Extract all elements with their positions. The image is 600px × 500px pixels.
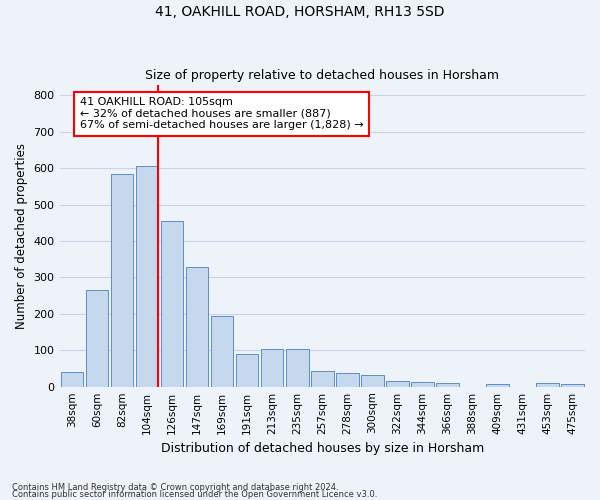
Bar: [486, 384, 509, 386]
Bar: [261, 349, 283, 387]
Bar: [436, 383, 458, 386]
Bar: [86, 290, 109, 386]
Bar: [336, 373, 359, 386]
Bar: [386, 381, 409, 386]
Bar: [536, 383, 559, 386]
Bar: [161, 221, 184, 386]
Bar: [61, 372, 83, 386]
Text: 41 OAKHILL ROAD: 105sqm
← 32% of detached houses are smaller (887)
67% of semi-d: 41 OAKHILL ROAD: 105sqm ← 32% of detache…: [80, 98, 363, 130]
Bar: [186, 266, 208, 386]
X-axis label: Distribution of detached houses by size in Horsham: Distribution of detached houses by size …: [161, 442, 484, 455]
Bar: [111, 174, 133, 386]
Y-axis label: Number of detached properties: Number of detached properties: [15, 142, 28, 328]
Bar: [236, 354, 259, 386]
Text: Contains public sector information licensed under the Open Government Licence v3: Contains public sector information licen…: [12, 490, 377, 499]
Bar: [136, 166, 158, 386]
Bar: [211, 316, 233, 386]
Bar: [361, 375, 383, 386]
Text: 41, OAKHILL ROAD, HORSHAM, RH13 5SD: 41, OAKHILL ROAD, HORSHAM, RH13 5SD: [155, 5, 445, 19]
Bar: [311, 372, 334, 386]
Text: Contains HM Land Registry data © Crown copyright and database right 2024.: Contains HM Land Registry data © Crown c…: [12, 484, 338, 492]
Bar: [561, 384, 584, 386]
Title: Size of property relative to detached houses in Horsham: Size of property relative to detached ho…: [145, 69, 499, 82]
Bar: [411, 382, 434, 386]
Bar: [286, 349, 308, 387]
